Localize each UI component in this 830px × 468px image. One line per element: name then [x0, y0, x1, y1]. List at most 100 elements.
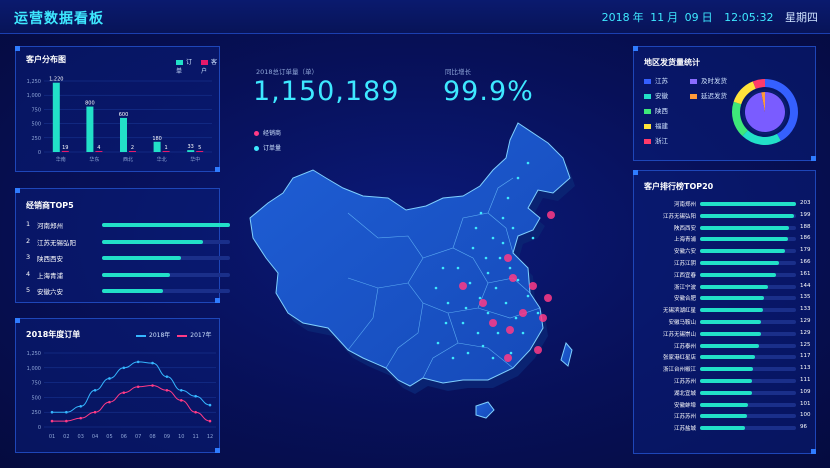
region-legend-item[interactable]: 福建 [644, 120, 668, 130]
order-dot [514, 316, 518, 320]
bar-customers[interactable] [95, 150, 103, 152]
series-line-2017[interactable] [52, 385, 211, 422]
customer-rank-row[interactable]: 安徽蚌埠 101 [644, 400, 811, 410]
legend-2018[interactable]: 2018年 [136, 330, 170, 339]
data-point[interactable] [122, 366, 126, 370]
data-point[interactable] [165, 375, 169, 378]
data-point[interactable] [65, 410, 68, 414]
data-point[interactable] [108, 400, 111, 404]
customer-rank-row[interactable]: 浙江台州椒江 113 [644, 364, 811, 374]
customer-rank-row[interactable]: 安徽马鞍山 129 [644, 317, 810, 327]
dealer-dot[interactable] [534, 346, 542, 354]
customer-rank-row[interactable]: 湖北宜城 109 [644, 388, 811, 398]
region-legend-item[interactable]: 陕西 [644, 105, 668, 115]
region-donut-chart[interactable] [730, 77, 800, 147]
region-legend-item[interactable]: 江苏 [644, 75, 668, 85]
customer-rank-row[interactable]: 江苏苏州 111 [644, 376, 811, 386]
donut-inner-slice[interactable] [761, 92, 765, 112]
bar-customers[interactable] [162, 150, 170, 152]
data-point[interactable] [194, 410, 197, 414]
legend-2017[interactable]: 2017年 [177, 330, 212, 339]
customer-rank-row[interactable]: 江苏无锡崇山 129 [644, 329, 811, 339]
customer-rank-row[interactable]: 安徽六安 179 [644, 246, 811, 256]
data-point[interactable] [93, 388, 97, 392]
data-point[interactable] [151, 384, 154, 387]
customer-rank-row[interactable]: 上海青浦 186 [644, 234, 811, 244]
customer-rank-row[interactable]: 江苏泰州 125 [644, 341, 811, 351]
region-legend-item[interactable]: 及时发货 [690, 75, 727, 85]
donut-outer-slice[interactable] [733, 81, 756, 105]
data-point[interactable] [50, 419, 54, 423]
customer-rank-row[interactable]: 江苏盐城 96 [644, 423, 810, 433]
donut-outer-slice[interactable] [765, 79, 798, 141]
donut-outer-slice[interactable] [732, 101, 748, 137]
dealer-row[interactable]: 2 江苏无锡弘阳 [26, 236, 230, 248]
dealer-dot[interactable] [504, 254, 512, 262]
dealer-dot[interactable] [506, 326, 514, 334]
region-legend-item[interactable]: 浙江 [644, 135, 668, 145]
data-point[interactable] [50, 410, 54, 414]
dealer-dot[interactable] [489, 319, 497, 327]
legend-customers[interactable]: 客户 [201, 57, 219, 75]
data-point[interactable] [136, 360, 140, 364]
region-legend-item[interactable]: 安徽 [644, 90, 668, 100]
dealer-dot[interactable] [459, 282, 467, 290]
donut-outer-slice[interactable] [752, 79, 765, 89]
dealer-row[interactable]: 5 安徽六安 [26, 285, 230, 297]
dealer-dot[interactable] [519, 309, 527, 317]
customer-rank-row[interactable]: 无锡滨湖红星 133 [644, 305, 811, 315]
donut-inner-slice[interactable] [745, 92, 785, 132]
dealer-dot[interactable] [539, 314, 547, 322]
bar-customers[interactable] [196, 150, 204, 152]
china-map[interactable] [248, 118, 588, 428]
dealer-row[interactable]: 1 河南郑州 [26, 219, 230, 231]
bar-orders[interactable] [52, 82, 60, 152]
series-line-2018[interactable] [52, 361, 211, 413]
data-point[interactable] [208, 419, 212, 423]
bar-customers[interactable] [129, 150, 136, 152]
map-legend-orders[interactable]: 订单量 [254, 143, 281, 152]
customer-rank-row[interactable]: 张家港红星店 117 [644, 352, 811, 362]
dealer-dot[interactable] [479, 299, 487, 307]
legend-label: 及时发货 [701, 77, 727, 85]
dealer-row[interactable]: 4 上海青浦 [26, 269, 230, 281]
customer-rank-row[interactable]: 江西宜春 161 [644, 270, 811, 280]
bar-customers[interactable] [61, 150, 69, 152]
legend-orders[interactable]: 订单 [176, 57, 194, 75]
customer-rank-row[interactable]: 江苏江阴 166 [644, 258, 811, 268]
data-point[interactable] [79, 404, 83, 408]
data-point[interactable] [208, 403, 212, 407]
dealer-dot[interactable] [529, 282, 537, 290]
bar-orders[interactable] [187, 150, 195, 152]
data-point[interactable] [165, 388, 169, 392]
data-point[interactable] [151, 361, 154, 365]
data-point[interactable] [122, 391, 126, 394]
data-point[interactable] [108, 377, 111, 380]
data-point[interactable] [136, 385, 140, 389]
customer-rank-row[interactable]: 陕西西安 188 [644, 223, 811, 233]
customer-rank-row[interactable]: 江苏苏州 100 [644, 411, 811, 421]
progress-track [700, 296, 796, 301]
customer-rank-row[interactable]: 浙江宁波 144 [644, 282, 811, 292]
dealer-dot[interactable] [504, 354, 512, 362]
data-point[interactable] [194, 394, 197, 398]
bar-orders[interactable] [86, 106, 94, 152]
data-point[interactable] [179, 399, 183, 402]
customer-rank-row[interactable]: 安徽合肥 135 [644, 293, 811, 303]
dealer-dot[interactable] [544, 294, 552, 302]
region-legend-item[interactable]: 延迟发货 [690, 90, 727, 100]
dealer-row[interactable]: 3 陕西西安 [26, 252, 230, 264]
bar-orders[interactable] [120, 117, 127, 152]
data-point[interactable] [65, 419, 68, 423]
bar-orders[interactable] [153, 141, 161, 152]
map-legend-dealer[interactable]: 经销商 [254, 128, 281, 137]
customer-rank-row[interactable]: 河南郑州 203 [644, 199, 811, 209]
data-point[interactable] [79, 416, 83, 420]
dealer-dot[interactable] [547, 211, 555, 219]
dealer-dot[interactable] [509, 274, 517, 282]
donut-outer-slice[interactable] [742, 130, 781, 145]
data-point[interactable] [93, 410, 97, 414]
customer-name: 上海青浦 [673, 237, 696, 244]
customer-rank-row[interactable]: 江苏无锡弘阳 199 [644, 211, 811, 221]
data-point[interactable] [179, 388, 183, 392]
